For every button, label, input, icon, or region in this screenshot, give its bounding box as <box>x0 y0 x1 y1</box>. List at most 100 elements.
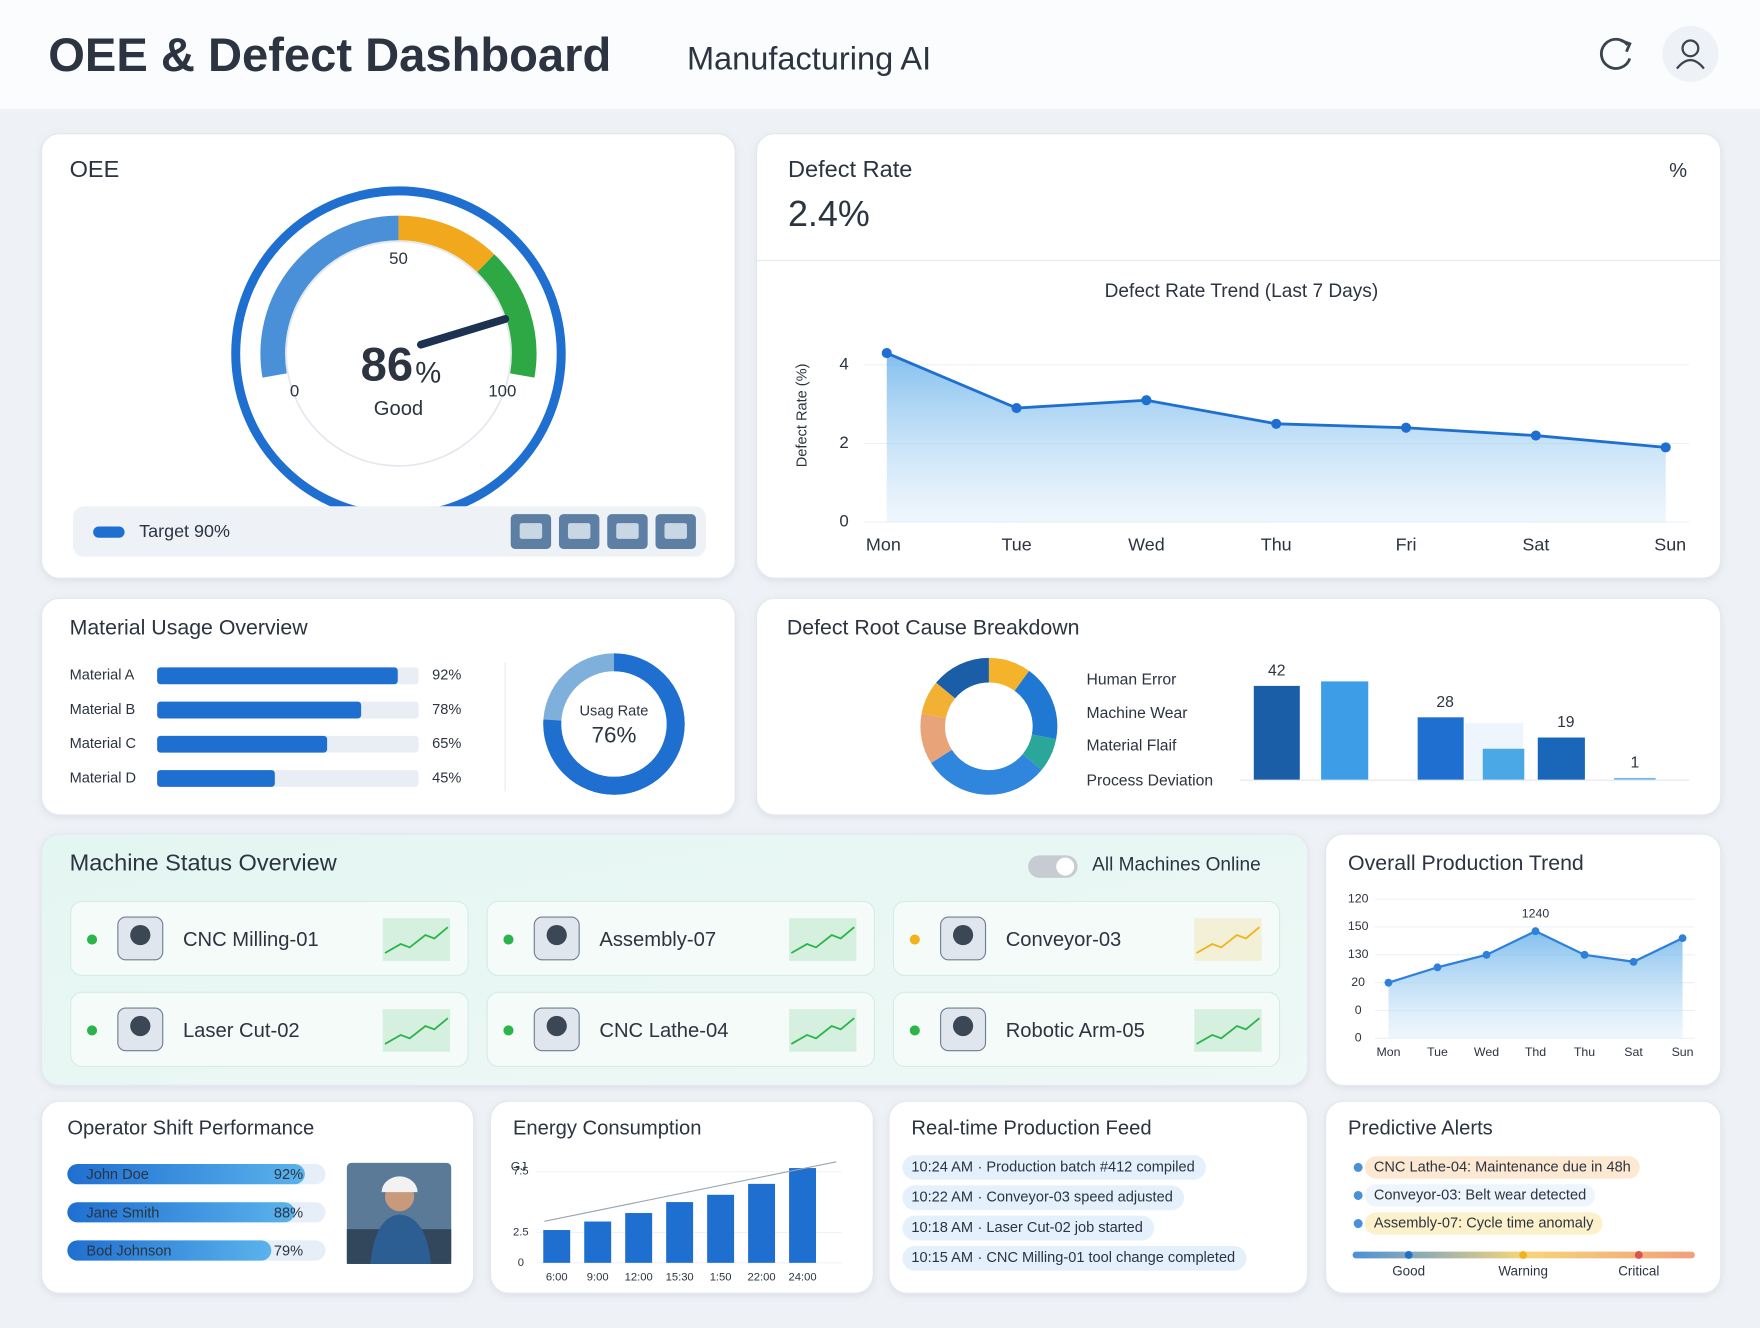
gauge-zone <box>260 215 399 378</box>
bar-category: Material B <box>70 702 136 718</box>
machine-tile[interactable] <box>486 900 875 977</box>
energy-bar <box>666 1202 694 1263</box>
x-tick-label: Wed <box>1474 1045 1499 1059</box>
trend-point <box>1660 442 1671 453</box>
oee-card <box>40 133 736 579</box>
machine-thumb-detail <box>664 523 687 539</box>
y-tick-label: 7.5 <box>513 1166 529 1178</box>
refresh-arrow <box>1620 39 1632 53</box>
x-tick-label: 9:00 <box>587 1271 609 1283</box>
alert-text: Conveyor-03: Belt wear detected <box>1374 1187 1586 1203</box>
y-tick-label: 120 <box>1348 891 1369 905</box>
energy-bar <box>748 1183 776 1263</box>
oee-value: 86 <box>361 338 413 391</box>
trend-overlay <box>544 1161 837 1222</box>
donut-value-label: 76% <box>592 722 637 747</box>
status-dot <box>909 934 920 945</box>
machine-icon-detail <box>130 924 151 946</box>
machine-tile[interactable] <box>70 900 469 977</box>
y-tick-label: 130 <box>1348 947 1369 961</box>
scale-label: Critical <box>1618 1263 1659 1278</box>
y-axis-label: Defect Rate (%) <box>794 364 810 468</box>
y-tick-label: 4 <box>839 354 848 373</box>
machine-icon-detail <box>952 924 974 946</box>
x-tick-label: 12:00 <box>625 1271 653 1283</box>
feed-time: 10:18 AM <box>911 1220 973 1236</box>
machine-tile[interactable] <box>486 991 875 1067</box>
bar-category: Material C <box>70 736 136 752</box>
production-point <box>1433 963 1442 972</box>
machine-name: Assembly-07 <box>599 929 716 951</box>
bar-category: Material A <box>70 668 135 684</box>
status-dot <box>86 934 98 945</box>
peak-annotation: 1240 <box>1522 907 1550 921</box>
y-tick-label: 2.5 <box>513 1226 529 1238</box>
card-title: Operator Shift Performance <box>67 1118 314 1140</box>
donut-segment <box>988 657 1030 692</box>
machine-tile[interactable] <box>70 991 469 1067</box>
alert-pill <box>1364 1212 1603 1235</box>
energy-bar <box>789 1168 817 1263</box>
x-tick-label: Fri <box>1396 534 1417 554</box>
legend-label: Machine Wear <box>1087 705 1188 722</box>
sparkline <box>790 926 855 954</box>
defect-value: 2.4% <box>788 193 870 234</box>
production-point <box>1384 978 1393 987</box>
machine-name: Conveyor-03 <box>1006 929 1122 951</box>
user-head <box>1681 39 1700 58</box>
feed-pill <box>902 1215 1155 1241</box>
machine-thumb-detail <box>567 523 591 539</box>
machine-name: Robotic Arm-05 <box>1006 1020 1145 1042</box>
energy-bar <box>707 1194 735 1263</box>
cause-bar <box>1614 777 1656 781</box>
page-title: OEE & Defect Dashboard <box>48 28 611 81</box>
machine-tile[interactable] <box>892 991 1281 1067</box>
donut-segment <box>1014 670 1058 740</box>
operator-name: Jane Smith <box>86 1205 159 1221</box>
sparkline-bg <box>382 918 451 961</box>
legend-label: Human Error <box>1087 671 1177 688</box>
energy-bar <box>543 1230 571 1263</box>
scale-label: Warning <box>1498 1263 1548 1278</box>
x-tick-label: Tue <box>1427 1045 1448 1059</box>
production-point <box>1678 934 1687 943</box>
machine-name: CNC Milling-01 <box>183 929 319 951</box>
feed-time: 10:22 AM <box>911 1190 973 1206</box>
donut-segment <box>921 682 956 719</box>
energy-bar <box>625 1213 653 1263</box>
scale-marker <box>1634 1251 1643 1259</box>
x-tick-label: 6:00 <box>546 1271 568 1283</box>
alert-pill <box>1364 1156 1640 1179</box>
x-tick-label: 22:00 <box>748 1271 776 1283</box>
operator-bar <box>67 1240 272 1261</box>
unit-label: % <box>1669 160 1687 182</box>
x-tick-label: Tue <box>1001 534 1031 554</box>
usage-bar <box>157 770 275 787</box>
x-tick-label: Sun <box>1654 534 1686 554</box>
machine-tile[interactable] <box>892 900 1281 977</box>
scale-marker <box>1519 1251 1528 1259</box>
y-tick-label: 0 <box>1355 1003 1362 1017</box>
feed-time: 10:24 AM <box>911 1159 973 1175</box>
x-tick-label: 15:30 <box>666 1271 694 1283</box>
machine-name: Laser Cut-02 <box>183 1020 300 1042</box>
bar-value-label: 1 <box>1630 754 1639 771</box>
machine-icon-detail <box>952 1015 974 1037</box>
bar-value-label: 92% <box>432 668 461 684</box>
x-tick-label: Wed <box>1128 534 1165 554</box>
trend-point <box>1530 430 1541 441</box>
card-title: Defect Root Cause Breakdown <box>787 615 1080 639</box>
trend-point <box>1141 395 1152 406</box>
energy-bar <box>584 1221 612 1263</box>
scale-marker <box>1404 1251 1413 1259</box>
operator-value: 88% <box>274 1205 303 1221</box>
card-title: Predictive Alerts <box>1348 1118 1493 1140</box>
operator-bar <box>67 1202 295 1223</box>
feed-text: · CNC Milling-01 tool change completed <box>978 1250 1236 1266</box>
gauge-zone <box>477 254 537 378</box>
header-bar <box>0 0 1760 109</box>
production-point <box>1580 950 1589 959</box>
x-tick-label: Mon <box>1376 1045 1400 1059</box>
bar-value-label: 65% <box>432 736 461 752</box>
